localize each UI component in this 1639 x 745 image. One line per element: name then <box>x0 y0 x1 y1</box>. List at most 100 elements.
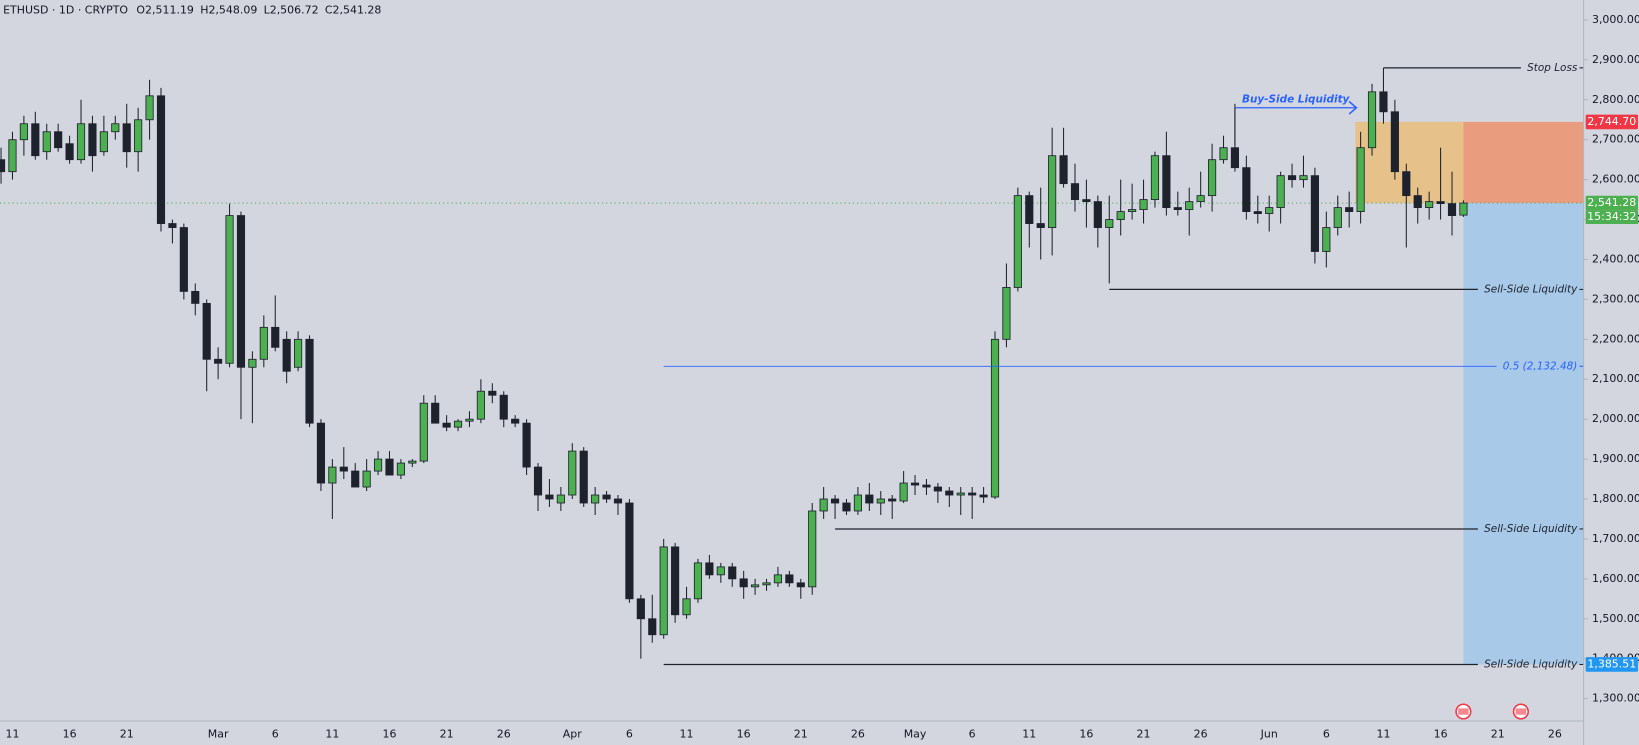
x-tick-label: Mar <box>208 728 229 741</box>
y-tick-label: 2,200.00 <box>1592 332 1639 345</box>
y-tick-label: 3,000.00 <box>1592 13 1639 26</box>
candle-body <box>294 338 303 368</box>
event-icon[interactable] <box>1455 703 1472 720</box>
candle-body <box>1082 199 1091 203</box>
candle-body <box>602 494 611 500</box>
candle-body <box>191 291 200 304</box>
candle-body <box>842 502 851 512</box>
candle-body <box>1116 211 1125 220</box>
event-icon[interactable] <box>1512 703 1529 720</box>
candle-body <box>225 215 234 364</box>
y-tick-label: 2,800.00 <box>1592 93 1639 106</box>
y-tick-label: 2,700.00 <box>1592 133 1639 146</box>
candle-body <box>1447 203 1457 216</box>
candle-body <box>1036 223 1045 228</box>
x-tick-label: 16 <box>63 728 77 741</box>
x-tick-label: 26 <box>851 728 865 741</box>
candle-body <box>373 458 383 472</box>
candle-body <box>808 510 817 588</box>
candle-body <box>1356 147 1365 212</box>
target-zone <box>1463 203 1584 665</box>
candle-body <box>19 123 28 141</box>
candle-body <box>1002 287 1011 340</box>
x-tick-label: 26 <box>497 728 511 741</box>
candle-body <box>145 95 154 121</box>
ohlc-key: C <box>325 3 333 16</box>
candle-body <box>705 562 714 576</box>
candle-body <box>613 498 623 504</box>
candle-body <box>65 143 74 161</box>
x-tick-label: 21 <box>120 728 134 741</box>
x-tick-label: 11 <box>1376 728 1390 741</box>
candle-body <box>1059 155 1068 185</box>
candle-body <box>236 215 246 368</box>
candle-body <box>76 123 86 161</box>
candle-body <box>956 492 965 496</box>
y-tick-label: 1,600.00 <box>1592 572 1639 585</box>
candle-body <box>1402 171 1411 197</box>
candle-body <box>545 494 554 500</box>
candle-body <box>876 498 885 504</box>
candle-body <box>282 338 291 372</box>
y-tick-label: 1,900.00 <box>1592 452 1639 465</box>
candle-body <box>1333 207 1342 228</box>
candle-body <box>1425 201 1434 209</box>
candle-body <box>8 139 17 173</box>
candle-body <box>888 498 897 502</box>
candle-body <box>488 390 497 396</box>
candle-body <box>1322 227 1331 252</box>
candle-body <box>31 123 40 157</box>
x-tick-label: 11 <box>1022 728 1036 741</box>
candle-body <box>716 566 725 576</box>
candle-body <box>339 466 348 472</box>
candle-body <box>968 492 977 496</box>
candle-body <box>1367 91 1377 149</box>
candle-body <box>431 402 440 424</box>
candle-body <box>933 486 942 492</box>
candle-body <box>796 582 805 588</box>
level-label: Stop Loss <box>1527 62 1578 74</box>
candle-body <box>259 326 268 360</box>
x-tick-label: 11 <box>325 728 339 741</box>
candle-body <box>202 302 211 360</box>
y-tick-label: 1,300.00 <box>1592 692 1639 705</box>
candle-body <box>362 470 371 488</box>
candle-body <box>1390 111 1399 173</box>
candle-body <box>1162 155 1171 209</box>
candle-body <box>945 490 954 496</box>
candle-body <box>556 494 565 504</box>
countdown-box <box>1585 210 1638 224</box>
x-tick-label: 21 <box>440 728 454 741</box>
x-tick-label: 11 <box>680 728 694 741</box>
candle-body <box>1253 211 1262 214</box>
candle-body <box>739 578 748 588</box>
candle-body <box>579 450 588 504</box>
price-label-box <box>1585 195 1638 211</box>
x-tick-label: 21 <box>1491 728 1505 741</box>
candle-body <box>99 131 108 153</box>
candle-body <box>54 131 63 149</box>
candle-body <box>1173 207 1182 211</box>
candle-body <box>1379 91 1388 113</box>
candle-body <box>1413 195 1422 209</box>
candle-body <box>830 498 840 504</box>
candle-body <box>385 458 394 476</box>
price-label-box <box>1585 657 1638 672</box>
candle-body <box>785 574 794 584</box>
candle-body <box>979 494 988 498</box>
candle-body <box>1025 195 1034 224</box>
ohlc-value: 2,506.72 <box>270 3 319 16</box>
x-tick-label: 21 <box>1137 728 1151 741</box>
candle-body <box>1459 202 1468 216</box>
candle-body <box>591 494 600 504</box>
y-tick-label: 2,300.00 <box>1592 292 1639 305</box>
price-label-box <box>1585 114 1638 130</box>
y-tick-label: 2,900.00 <box>1592 53 1639 66</box>
y-tick-label: 2,600.00 <box>1592 173 1639 186</box>
candle-body <box>910 482 920 486</box>
x-tick-label: 16 <box>383 728 397 741</box>
x-tick-label: 16 <box>1079 728 1093 741</box>
x-tick-label: 6 <box>969 728 976 741</box>
y-tick-label: 2,100.00 <box>1592 372 1639 385</box>
